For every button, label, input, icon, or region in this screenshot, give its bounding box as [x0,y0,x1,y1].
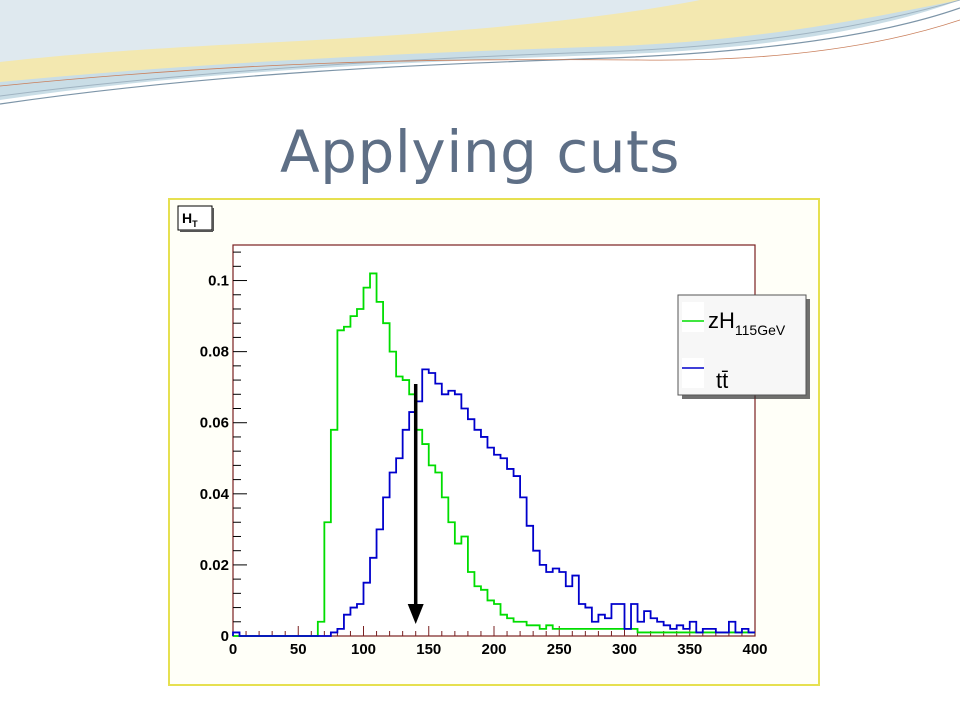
x-tick-label: 400 [742,641,767,658]
y-tick-label: 0.04 [200,486,230,503]
y-tick-label: 0.06 [200,415,229,432]
slide-header-banner [0,0,960,105]
plot-area [232,244,756,637]
y-tick-label: 0.1 [208,273,229,290]
y-axis: 0 0.02 0.04 0.06 0.08 0.1 [200,251,247,645]
x-tick-label: 0 [229,641,237,658]
legend-label-zh: zH115GeV [708,308,786,338]
y-tick-label: 0 [221,628,229,645]
cut-arrow [407,384,424,624]
slide-title: Applying cuts [280,118,680,186]
y-tick-label: 0.02 [200,557,229,574]
histogram-title: HT [182,210,198,229]
histogram-series-zh [233,272,755,637]
histogram-title-box: HT [177,205,214,232]
legend-box: zH115GeV tt̄ [677,294,810,399]
x-tick-label: 250 [547,641,572,658]
x-tick-label: 50 [290,641,307,658]
x-axis: 0 50 100 150 200 250 300 350 400 [229,626,768,658]
y-tick-label: 0.08 [200,344,229,361]
ht-histogram-chart: HT 0 0.02 0.04 0.06 0.08 0.1 0 50 100 150 200 250 3… [168,198,820,686]
legend-label-tt: tt̄ [716,368,728,393]
x-tick-label: 150 [416,641,441,658]
x-tick-label: 350 [677,641,702,658]
x-tick-label: 100 [351,641,376,658]
histogram-series-tt [232,368,755,637]
x-tick-label: 300 [612,641,637,658]
series-group [232,272,755,637]
x-tick-label: 200 [481,641,506,658]
